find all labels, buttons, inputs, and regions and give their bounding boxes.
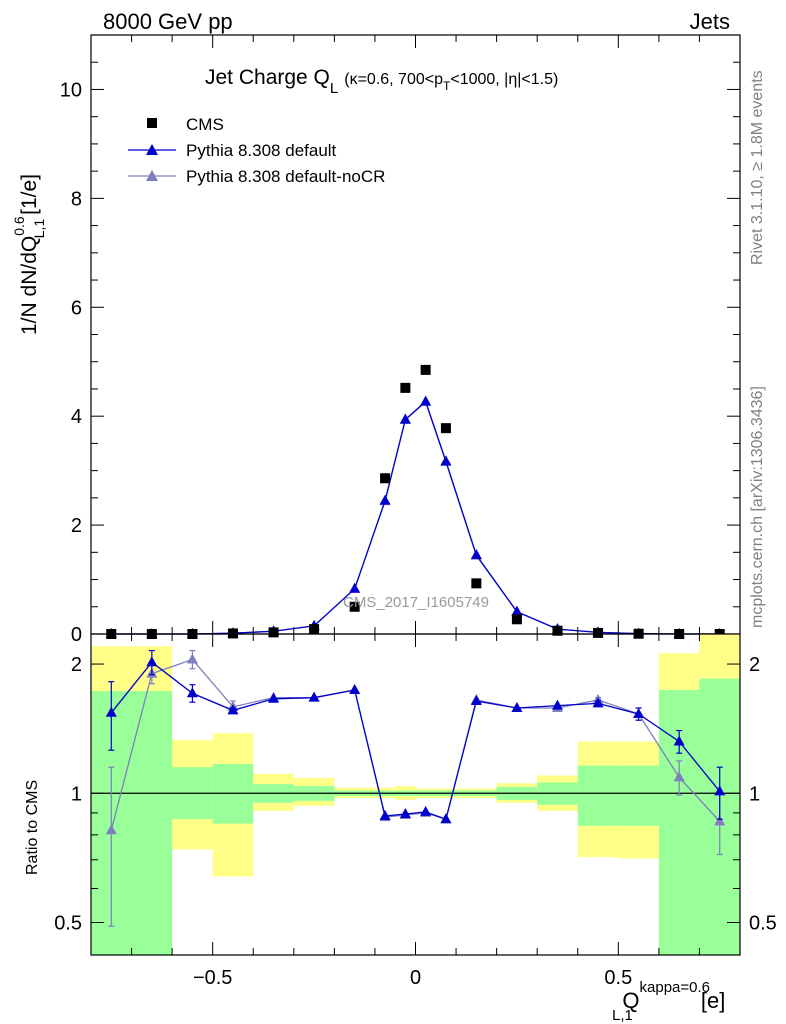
ratio-0-point-9: [420, 805, 432, 816]
band-inner-13: [577, 765, 619, 826]
header-energy: 8000 GeV pp: [103, 9, 233, 34]
legend-nocr-label: Pythia 8.308 default-noCR: [186, 167, 385, 186]
main-ytick-label-2: 4: [71, 406, 82, 428]
ratio-0-point-10: [440, 813, 452, 824]
cms-point-10: [440, 423, 451, 434]
cms-point-11: [471, 578, 482, 589]
chart-title-cuts: (κ=0.6, 700<p: [344, 71, 443, 88]
main-axes: 0 2 4 6 8 10: [60, 34, 741, 646]
cms-point-4: [268, 627, 279, 638]
ratio-0-point-8: [399, 807, 411, 818]
ratio-xtick-label-1: 0: [410, 967, 421, 989]
ratio-1-point-17: [714, 815, 726, 826]
ratio-0-point-1: [146, 656, 158, 667]
cms-point-14: [593, 627, 604, 638]
rivet-label: Rivet 3.1.10, ≥ 1.8M events: [749, 70, 766, 265]
series-1-point-8: [399, 413, 411, 424]
ratio-axes: −0.5 0 0.5 0.5 0.5 1 1 2 2: [54, 633, 777, 989]
ratio-0-point-16: [673, 735, 685, 746]
ratio-0-point-15: [633, 708, 645, 719]
ratio-0-point-0: [105, 706, 117, 717]
ratio-xtick-label-0: −0.5: [193, 967, 232, 989]
analysis-watermark: CMS_2017_I1605749: [343, 594, 489, 611]
ratio-1-point-2: [186, 653, 198, 664]
ratio-0-point-4: [268, 692, 280, 703]
chart-title-sub: L: [330, 80, 338, 97]
ratio-0-point-11: [470, 695, 482, 706]
ratio-0-point-14: [592, 697, 604, 708]
main-ylabel: 1/N dN/dQ0.6 L,1[1/e]: [11, 174, 47, 335]
legend: CMS Pythia 8.308 default Pythia 8.308 de…: [128, 115, 385, 186]
ratio-0-point-6: [349, 684, 361, 695]
legend-nocr-marker: [146, 170, 158, 181]
main-ytick-label-3: 6: [71, 297, 82, 319]
ratio-ylabel: Ratio to CMS: [24, 780, 41, 875]
cms-point-9: [420, 364, 431, 375]
band-inner-14: [618, 765, 659, 826]
cms-point-13: [552, 625, 563, 636]
series-line-1: [111, 400, 720, 635]
series-1-point-12: [511, 605, 523, 616]
series-1-point-7: [379, 494, 391, 505]
chart-title-main: Jet Charge Q: [205, 66, 330, 89]
legend-cms-marker: [147, 118, 157, 128]
main-ytick-label-4: 8: [71, 188, 82, 210]
ratio-0-point-13: [551, 699, 563, 710]
ratio-0-point-5: [308, 691, 320, 702]
cms-point-12: [511, 614, 522, 625]
main-ytick-label-5: 10: [60, 79, 82, 101]
ratio-xtick-label-2: 0.5: [604, 967, 632, 989]
series-1-point-10: [440, 455, 452, 466]
ratio-1-point-16: [673, 771, 685, 782]
series-1-point-11: [470, 549, 482, 560]
ratio-ytick-label-0: 0.5: [54, 912, 82, 934]
cms-point-8: [400, 382, 411, 393]
band-inner-0: [91, 691, 173, 955]
ratio-ytick-label-right-1: 1: [749, 783, 760, 805]
xlabel: Qkappa=0.6 L,1[e]: [612, 979, 725, 1024]
chart-title: Jet Charge QL (κ=0.6, 700<pT<1000, |η|<1.…: [205, 66, 558, 97]
ratio-series-layer: [105, 649, 726, 927]
series-1-point-6: [349, 582, 361, 593]
ratio-ytick-label-right-0: 0.5: [749, 912, 777, 934]
ratio-bands: [91, 634, 740, 955]
ratio-0-point-7: [379, 810, 391, 821]
ratio-ytick-label-right-2: 2: [749, 654, 760, 676]
main-ytick-label-1: 2: [71, 515, 82, 537]
ratio-0-point-3: [227, 704, 239, 715]
cms-point-5: [309, 624, 320, 635]
chart-title-cuts-end: <1000, |η|<1.5): [450, 71, 558, 88]
ratio-ytick-label-2: 2: [71, 654, 82, 676]
band-inner-15: [658, 690, 700, 955]
legend-default-marker: [146, 144, 158, 155]
ratio-0-point-17: [714, 785, 726, 796]
ratio-ytick-label-1: 1: [71, 783, 82, 805]
legend-default-label: Pythia 8.308 default: [186, 141, 337, 160]
series-1-point-9: [420, 395, 432, 406]
ratio-line-1: [110, 658, 721, 831]
cms-point-6: [349, 601, 360, 612]
mcplots-label: mcplots.cern.ch [arXiv:1306.3436]: [749, 386, 766, 628]
ratio-0-point-2: [186, 687, 198, 698]
ratio-0-point-12: [511, 702, 523, 713]
cms-point-7: [380, 473, 391, 484]
ratio-1-point-0: [105, 824, 117, 835]
legend-cms-label: CMS: [186, 115, 224, 134]
main-ytick-label-0: 0: [71, 624, 82, 646]
ratio-line-0: [110, 661, 721, 821]
header-process: Jets: [690, 9, 730, 34]
chart-title-cuts-sub: T: [443, 79, 451, 93]
